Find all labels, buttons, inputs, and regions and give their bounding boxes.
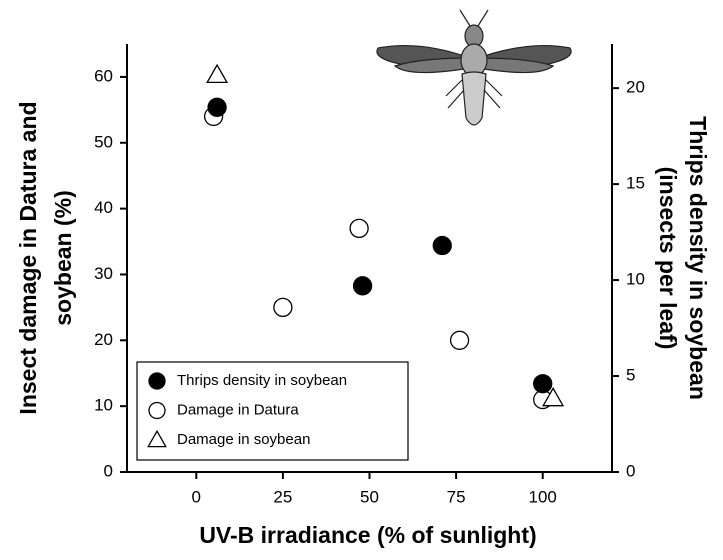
filled-circle-marker (352, 276, 373, 296)
legend-marker (148, 372, 166, 390)
y-tick-label: 50 (94, 132, 113, 151)
y2-tick-label: 0 (626, 461, 635, 480)
y-tick-label: 60 (94, 66, 113, 85)
legend-box (136, 361, 409, 461)
filled-circle-marker (207, 97, 227, 117)
y2-axis-label: Thrips density in soybean (insects per l… (655, 116, 711, 400)
legs (445, 79, 503, 109)
y-tick-label: 20 (94, 330, 113, 349)
thorax (460, 43, 488, 77)
x-tick-label: 50 (360, 487, 379, 506)
legend-label: Damage in Datura (177, 401, 299, 418)
wing (477, 57, 555, 74)
y-axis-label-line: Insect damage in Datura and (15, 101, 41, 414)
triangle-marker (206, 63, 229, 84)
legend-label: Thrips density in soybean (177, 372, 347, 389)
open-circle-marker (349, 218, 369, 239)
y2-tick-label: 5 (626, 366, 635, 385)
legend-marker (147, 429, 167, 448)
insect-illustration (376, 9, 572, 126)
abdomen (461, 71, 487, 126)
x-tick-label: 25 (273, 487, 292, 506)
antenna (459, 9, 489, 27)
y2-axis-label-line: (insects per leaf) (655, 167, 681, 350)
x-axis-label: UV-B irradiance (% of sunlight) (199, 522, 536, 548)
filled-circle-marker (533, 374, 553, 394)
y-axis-label-line: soybean (%) (50, 190, 76, 325)
y2-tick-label: 15 (626, 174, 645, 193)
wing (393, 57, 471, 74)
open-circle-marker (273, 297, 293, 318)
y2-tick-label: 10 (626, 270, 645, 289)
x-tick-label: 0 (192, 487, 201, 506)
y-tick-label: 0 (104, 461, 113, 480)
y2-tick-label: 20 (626, 78, 645, 97)
y-tick-label: 40 (94, 198, 113, 217)
y-tick-label: 10 (94, 396, 113, 415)
x-tick-label: 100 (529, 487, 557, 506)
x-tick-label: 75 (447, 487, 466, 506)
y2-axis-label-line: Thrips density in soybean (685, 116, 711, 400)
legend-marker (148, 401, 166, 420)
legend-label: Damage in soybean (177, 431, 310, 448)
y-tick-label: 30 (94, 264, 113, 283)
y-axis-label: Insect damage in Datura and soybean (%) (15, 101, 76, 414)
open-circle-marker (449, 330, 470, 350)
filled-circle-marker (432, 235, 452, 256)
triangle-marker (542, 387, 565, 407)
